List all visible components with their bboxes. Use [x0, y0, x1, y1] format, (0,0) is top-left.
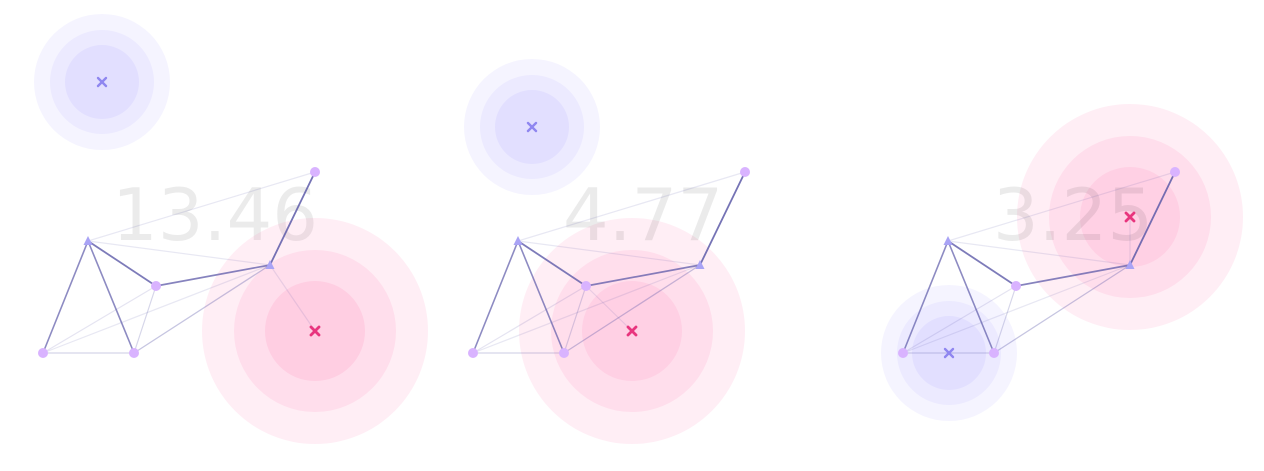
node [1170, 167, 1180, 177]
node [581, 281, 591, 291]
node [468, 348, 478, 358]
node [989, 348, 999, 358]
node [559, 348, 569, 358]
panel-3: 3.25 [881, 104, 1243, 421]
node [151, 281, 161, 291]
node [310, 167, 320, 177]
node [740, 167, 750, 177]
node [1011, 281, 1021, 291]
node [898, 348, 908, 358]
panel-2: 4.77 [464, 59, 750, 444]
node [38, 348, 48, 358]
node [129, 348, 139, 358]
panel-1: 13.46 [34, 14, 428, 444]
